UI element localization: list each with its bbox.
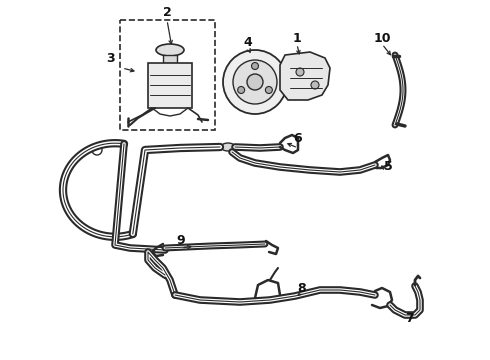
Text: 2: 2	[163, 5, 172, 18]
Circle shape	[247, 74, 263, 90]
Ellipse shape	[156, 44, 184, 56]
Text: 7: 7	[405, 311, 414, 324]
Text: 1: 1	[293, 31, 301, 45]
Circle shape	[92, 145, 102, 155]
Polygon shape	[280, 52, 330, 100]
Bar	[120, 20, 215, 130]
Text: 8: 8	[298, 282, 306, 294]
Text: 5: 5	[384, 159, 392, 172]
Circle shape	[238, 86, 245, 94]
Text: 10: 10	[373, 31, 391, 45]
Text: 6: 6	[294, 131, 302, 144]
Text: 4: 4	[244, 36, 252, 49]
Text: 9: 9	[177, 234, 185, 247]
Bar	[148, 63, 192, 108]
Circle shape	[251, 63, 259, 69]
Circle shape	[223, 50, 287, 114]
Circle shape	[296, 68, 304, 76]
Circle shape	[311, 81, 319, 89]
Circle shape	[233, 60, 277, 104]
Text: 3: 3	[106, 51, 114, 64]
Bar	[163, 55, 177, 63]
Circle shape	[266, 86, 272, 94]
Ellipse shape	[221, 143, 235, 151]
